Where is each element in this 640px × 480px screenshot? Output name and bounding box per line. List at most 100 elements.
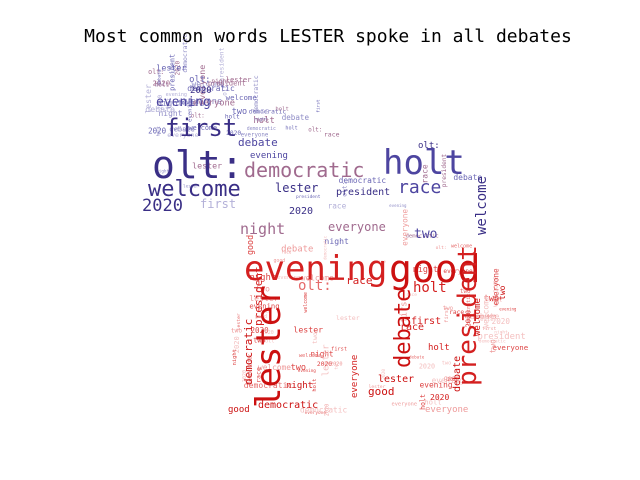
donkey-word-small-95: two [253,337,265,345]
donkey-word-small-124: good [260,309,272,315]
donkey-word-25: holt [413,280,447,296]
donkey-word-small-152: debate [281,245,313,255]
donkey-word-small-151: everyone [400,209,409,246]
elephant-word-small-23: everyone [167,131,198,139]
elephant-word-small-19: 2020 [174,61,181,76]
elephant-word-small-6: president [219,47,226,82]
elephant-word-small-20: debate [282,113,310,122]
donkey-word-33: first [411,316,441,327]
donkey-word-small-121: welcome [451,244,472,250]
donkey-word-small-135: 2020 [262,330,274,336]
donkey-word-small-113: night [413,264,438,274]
elephant-word-small-24: race [324,131,340,139]
elephant-word-small-69: holt [275,106,289,112]
donkey-word-small-127: 2020 [317,361,332,368]
elephant-word-small-7: holt [285,126,297,132]
elephant-word-small-32: evening [187,98,193,122]
donkey-word-38: everyone [425,405,468,415]
donkey-word-small-137: lester [249,293,278,303]
donkey-word-small-78: race [375,260,386,265]
donkey-word-small-125: everyone [392,402,418,408]
donkey-word-small-115: 2020 [232,336,241,353]
donkey-word-43: lester [378,374,414,385]
donkey-word-31: everyone [350,355,360,398]
elephant-word-small-51: olt: [155,82,168,88]
donkey-word-small-97: everyone [443,268,473,275]
elephant-word-5: 2020 [142,196,183,216]
donkey-word-small-149: 2020 [330,361,343,367]
elephant-word-small-63: olt: [189,75,210,85]
donkey-word-small-145: race [255,367,263,383]
donkey-word-small-148: welcome [482,295,491,329]
elephant-word-small-41: holt [258,118,269,124]
donkey-word-small-74: everyone [493,343,529,352]
elephant-word-6: race [398,177,441,198]
donkey-word-36: holt [428,343,450,353]
donkey-word-small-90: 2020 [242,370,248,382]
elephant-word-small-55: night [211,78,230,85]
elephant-word-small-13: holt [253,116,275,126]
elephant-word-small-1: democratic [339,176,387,185]
donkey-word-small-89: democratic [322,235,327,260]
elephant-word-small-22: race [196,86,212,94]
elephant-word-small-29: olt: [222,81,229,95]
elephant-word-small-16: olt: [148,68,164,76]
elephant-word-small-42: president [441,153,448,187]
elephant-word-small-64: lester [226,75,253,84]
donkey-word-small-136: two [311,332,319,344]
donkey-word-small-101: evening [499,307,517,312]
elephant-word-small-56: democratic [187,84,235,93]
donkey-word-small-88: holt [312,378,318,391]
donkey-word-small-77: welcome [303,292,309,313]
donkey-word-28: president [252,266,265,326]
donkey-word-small-84: 2020 [381,369,387,380]
elephant-word-small-62: night [254,116,268,122]
elephant-word-small-27: olt: [308,128,322,134]
elephant-word-small-26: race [328,201,347,210]
donkey-word-small-133: 2020 [250,326,269,335]
elephant-word-small-34: lester [143,84,153,114]
donkey-word-small-153: 2020 [419,363,435,371]
donkey-word-small-70: 2020 [325,404,331,416]
elephant-word-small-37: night [156,99,183,109]
donkey-word-small-91: olt: [436,245,447,251]
donkey-word-small-83: night [249,273,276,283]
elephant-word-small-68: everyone [193,98,235,108]
donkey-word-small-94: 2020 [447,377,459,383]
elephant-word-7: evening [156,95,211,110]
donkey-word-small-126: everyone [492,268,501,305]
donkey-word-small-110: democratic [466,293,472,325]
donkey-word-42: two [498,285,507,300]
elephant-word-small-3: holt [225,113,240,120]
donkey-word-small-150: two [443,306,454,312]
donkey-word-small-87: evening [277,275,300,281]
elephant-word-small-11: evening [389,203,407,208]
elephant-word-12: president [336,187,390,198]
elephant-word-1: holt [383,143,465,183]
donkey-word-35: debate [452,356,463,392]
donkey-word-small-143: welcome [258,363,291,372]
donkey-word-small-144: good [245,235,255,255]
elephant-word-small-8: everyone [180,97,222,107]
donkey-word-small-109: lester [477,317,498,323]
elephant-word-small-67: democratic [252,75,260,113]
donkey-word-small-99: first [331,347,347,353]
donkey-word-39: good [228,405,250,415]
elephant-word-small-60: democratic [406,234,439,240]
donkey-word-small-134: evening [419,381,452,390]
donkey-word-small-71: holt [262,339,275,345]
donkey-word-small-75: race [449,309,464,316]
elephant-word-small-43: olt: [191,113,205,119]
elephant-word-3: democratic [244,158,364,182]
donkey-word-small-123: two [334,362,339,370]
donkey-word-26: olt: [298,278,332,294]
elephant-word-small-52: first [315,99,321,113]
donkey-word-small-100: night [310,349,333,358]
donkey-word-small-120: race [282,249,292,254]
elephant-word-small-17: democratic [181,34,189,73]
donkey-word-small-139: night [232,349,238,365]
donkey-word-small-116: two [231,326,243,334]
donkey-word-22: lester [249,285,289,408]
donkey-word-small-129: evening [298,368,317,374]
